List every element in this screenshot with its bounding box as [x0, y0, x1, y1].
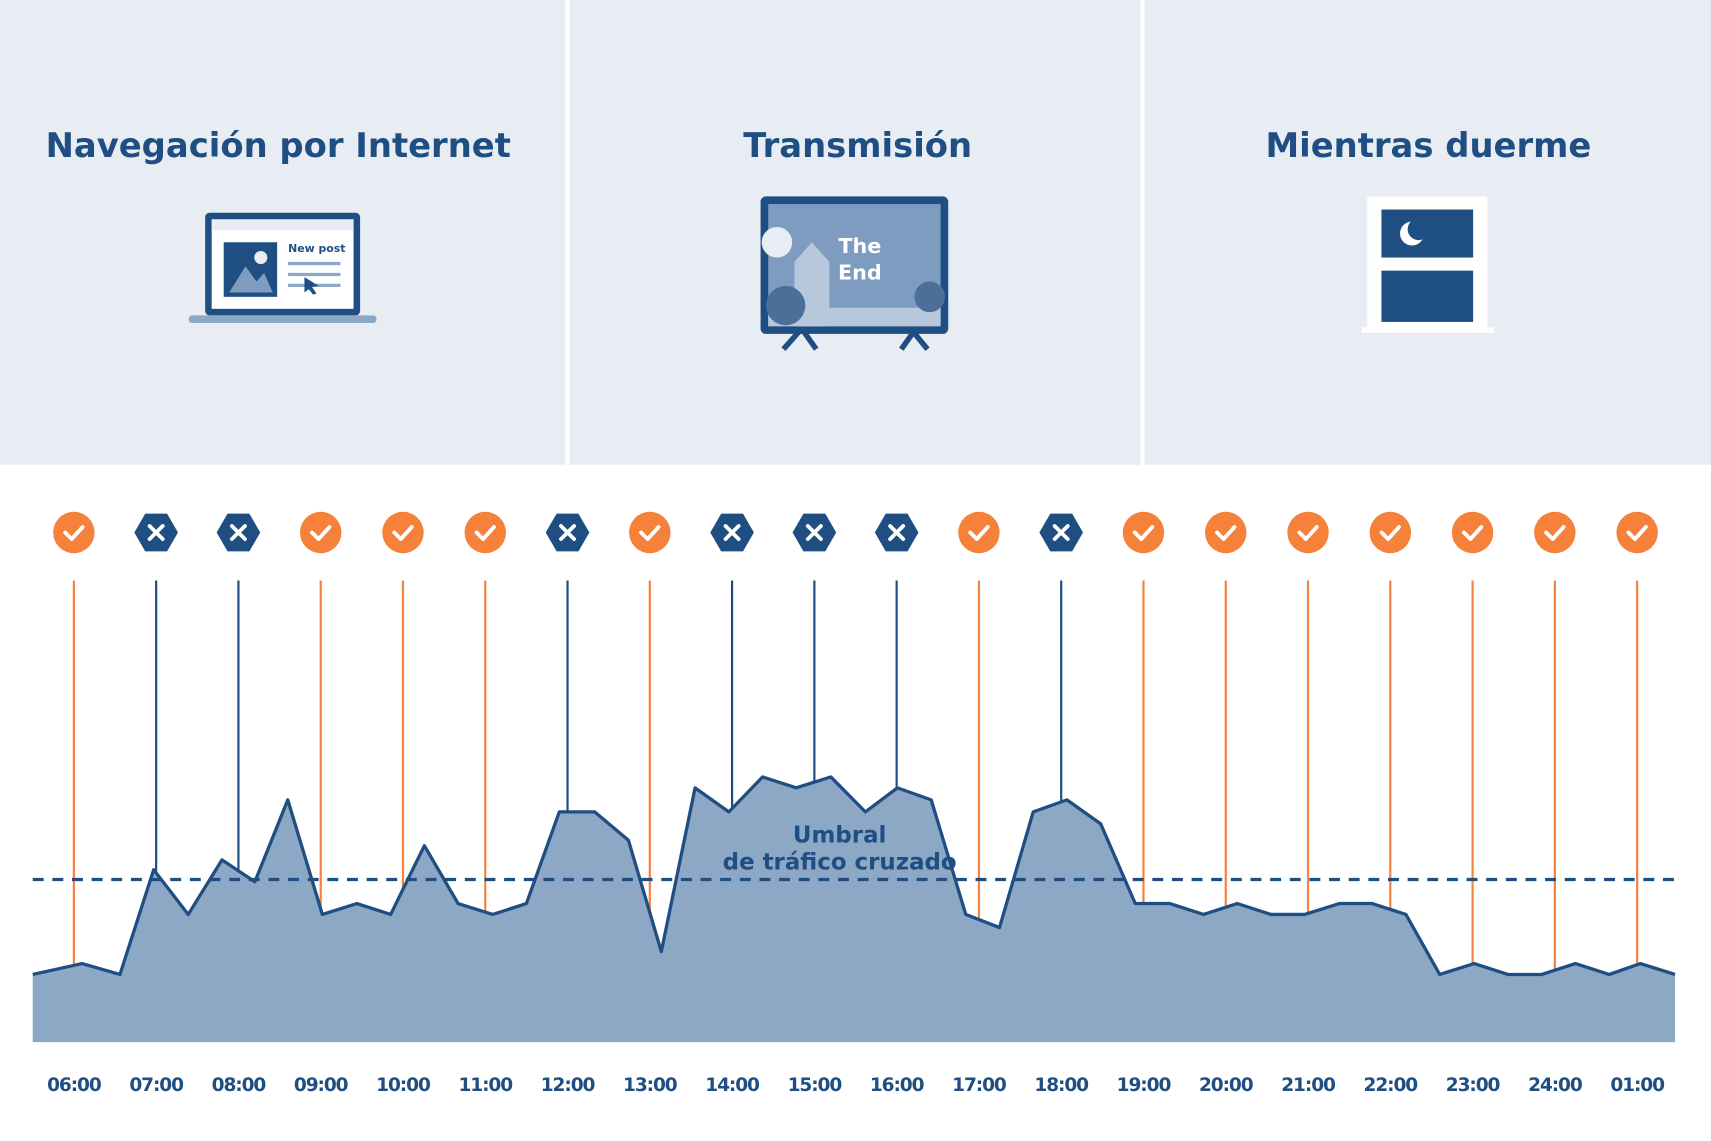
status-icon	[299, 511, 342, 554]
status-icon	[958, 511, 1000, 554]
panel-title: Navegación por Internet	[46, 126, 511, 165]
x-tick-label: 09:00	[294, 1075, 349, 1096]
check-mark	[1297, 525, 1319, 541]
window-icon	[1361, 196, 1494, 333]
status-icon	[134, 513, 178, 552]
status-badge	[1287, 511, 1329, 554]
cross-mark	[1052, 524, 1070, 541]
status-icon	[545, 513, 590, 552]
x-tick-label: 24:00	[1528, 1075, 1583, 1096]
icon-text: The	[838, 234, 881, 258]
x-tick-label: 06:00	[47, 1075, 102, 1096]
status-icon	[1287, 511, 1329, 554]
check-mark	[1215, 525, 1237, 541]
x-tick-label: 23:00	[1446, 1075, 1501, 1096]
x-tick-label: 14:00	[705, 1075, 760, 1096]
status-icon	[792, 513, 837, 552]
cross-mark	[147, 524, 165, 541]
area-line	[32, 775, 1676, 977]
status-icon	[1534, 511, 1576, 554]
x-tick-label: 12:00	[541, 1075, 596, 1096]
threshold-label: de tráfico cruzado	[723, 850, 957, 876]
status-badge	[1451, 511, 1494, 554]
x-tick-label: 07:00	[129, 1075, 184, 1096]
tv-icon: The End	[760, 196, 949, 352]
status-badge	[464, 511, 506, 554]
panel-title: Mientras duerme	[1265, 126, 1591, 165]
check-mark	[474, 525, 496, 541]
check-mark	[1379, 525, 1401, 541]
x-tick-label: 13:00	[623, 1075, 678, 1096]
status-icon	[629, 511, 671, 554]
x-tick-label: 16:00	[870, 1075, 925, 1096]
status-icon	[216, 513, 261, 552]
area-fill	[32, 776, 1675, 1043]
status-badge	[299, 511, 342, 554]
status-badge	[1369, 511, 1412, 554]
x-tick-label: 10:00	[376, 1075, 431, 1096]
status-icon	[1451, 511, 1494, 554]
x-tick-label: 22:00	[1364, 1075, 1419, 1096]
status-badge	[382, 511, 424, 554]
check-mark	[968, 525, 990, 541]
x-tick-label: 21:00	[1281, 1075, 1336, 1096]
cross-mark	[888, 524, 906, 541]
status-badge	[1616, 511, 1658, 554]
divider	[565, 0, 570, 465]
icon-text: New post	[288, 242, 345, 255]
check-mark	[639, 525, 661, 541]
status-icon	[382, 511, 424, 554]
laptop-icon: New post	[188, 212, 377, 324]
check-mark	[1132, 525, 1155, 541]
cross-mark	[229, 524, 247, 541]
cross-mark	[559, 524, 576, 541]
cross-mark	[805, 524, 823, 541]
check-mark	[392, 525, 414, 541]
icon-text: End	[838, 260, 882, 284]
status-badge	[958, 511, 1000, 554]
status-icon	[1122, 511, 1165, 554]
status-badge	[53, 511, 95, 554]
status-icon	[1369, 511, 1412, 554]
threshold-label: Umbral	[793, 822, 886, 848]
status-icon	[1616, 511, 1658, 554]
status-icon	[1205, 511, 1247, 554]
status-icon	[710, 513, 754, 552]
check-mark	[1461, 525, 1484, 541]
x-tick-label: 19:00	[1117, 1075, 1172, 1096]
status-icon	[874, 513, 919, 552]
status-badge	[1122, 511, 1165, 554]
panel-title: Transmisión	[743, 126, 972, 165]
status-icon	[53, 511, 95, 554]
status-icon	[1039, 513, 1084, 552]
check-mark	[310, 525, 332, 541]
check-mark	[1626, 525, 1648, 541]
x-tick-label: 17:00	[952, 1075, 1007, 1096]
x-tick-label: 20:00	[1199, 1075, 1254, 1096]
x-tick-label: 15:00	[788, 1075, 843, 1096]
status-badge	[1534, 511, 1576, 554]
status-badge	[1205, 511, 1247, 554]
cross-mark	[723, 524, 741, 541]
x-tick-label: 18:00	[1034, 1075, 1089, 1096]
check-mark	[1544, 525, 1566, 541]
status-icon	[464, 511, 506, 554]
status-badge	[629, 511, 671, 554]
check-mark	[63, 525, 85, 541]
x-tick-label: 01:00	[1610, 1075, 1665, 1096]
x-tick-label: 11:00	[458, 1075, 513, 1096]
divider	[1140, 0, 1145, 465]
x-tick-label: 08:00	[212, 1075, 267, 1096]
